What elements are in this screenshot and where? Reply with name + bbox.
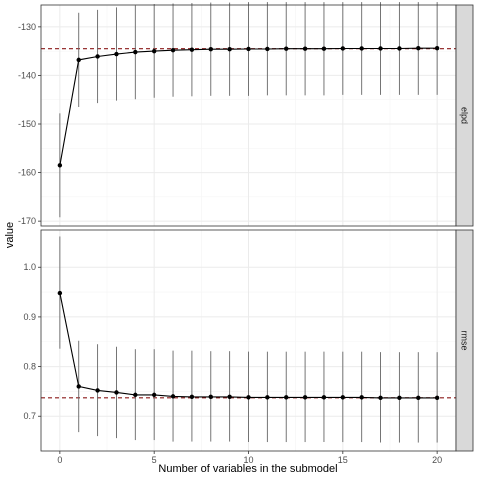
data-point xyxy=(284,395,289,400)
y-axis: -170 -160 -150 -140 -130 xyxy=(18,22,41,226)
data-point xyxy=(359,46,364,51)
x-axis: 0 5 10 15 20 xyxy=(57,451,442,465)
y-axis-title: value xyxy=(4,222,16,248)
data-point xyxy=(95,388,100,393)
y-tick-label: 1.0 xyxy=(23,262,36,272)
facet-strip-background xyxy=(455,229,474,452)
data-point xyxy=(416,46,421,51)
data-point xyxy=(189,394,195,400)
x-axis-title: Number of variables in the submodel xyxy=(158,463,337,475)
panels: elpd -170 -160 -150 -140 -130 rmse 0.7 0.8 0.9 1.0… xyxy=(18,2,474,465)
data-point xyxy=(170,47,176,53)
data-point xyxy=(265,395,270,400)
data-point xyxy=(378,46,383,51)
data-point xyxy=(76,57,81,63)
data-points xyxy=(57,46,440,168)
y-axis: 0.7 0.8 0.9 1.0 xyxy=(23,262,41,421)
data-point xyxy=(340,46,346,51)
data-point xyxy=(95,54,100,59)
y-tick-label: 0.7 xyxy=(23,411,36,421)
facet-strip-label: elpd xyxy=(460,107,470,124)
data-point xyxy=(359,395,364,400)
data-point xyxy=(378,395,383,401)
data-point xyxy=(133,392,138,398)
facet-strip: elpd xyxy=(455,4,474,227)
y-tick-label: -160 xyxy=(18,168,36,178)
data-point xyxy=(151,48,157,54)
x-tick-label: 15 xyxy=(338,455,348,465)
facet-strip-label: rmse xyxy=(460,331,470,351)
data-point xyxy=(208,394,213,400)
data-points xyxy=(57,290,440,401)
panel-rmse: rmse 0.7 0.8 0.9 1.0 0 5 10 15 20 xyxy=(23,229,474,465)
data-point xyxy=(76,384,81,389)
data-point xyxy=(208,47,213,52)
y-tick-label: -150 xyxy=(18,119,36,129)
data-point xyxy=(57,290,63,296)
data-point xyxy=(246,46,251,52)
data-point xyxy=(434,46,440,51)
data-point xyxy=(397,46,402,51)
data-point xyxy=(189,47,195,52)
y-tick-label: -170 xyxy=(18,216,36,226)
y-tick-label: -140 xyxy=(18,70,36,80)
panel-elpd: elpd -170 -160 -150 -140 -130 xyxy=(18,2,474,227)
x-tick-label: 10 xyxy=(243,455,253,465)
data-point xyxy=(227,47,232,52)
data-point xyxy=(340,395,346,400)
data-point xyxy=(57,163,63,168)
data-point xyxy=(416,395,421,401)
data-point xyxy=(284,46,289,51)
data-point xyxy=(246,395,251,400)
data-point xyxy=(302,395,308,400)
data-point xyxy=(265,46,270,52)
y-tick-label: 0.9 xyxy=(23,312,36,322)
data-point xyxy=(321,395,327,400)
data-point xyxy=(397,395,402,401)
data-point xyxy=(133,49,138,55)
data-point xyxy=(321,46,327,51)
data-point xyxy=(114,51,119,57)
y-tick-label: 0.8 xyxy=(23,362,36,372)
data-point xyxy=(227,394,232,400)
y-tick-label: -130 xyxy=(18,22,36,32)
x-tick-label: 0 xyxy=(57,455,62,465)
facet-strip: rmse xyxy=(455,229,474,452)
data-point xyxy=(302,46,308,51)
x-tick-label: 20 xyxy=(432,455,442,465)
x-tick-label: 5 xyxy=(152,455,157,465)
data-point xyxy=(151,392,157,398)
facet-strip-background xyxy=(455,4,474,227)
data-point xyxy=(114,390,119,395)
data-point xyxy=(170,394,176,399)
major-gridlines xyxy=(41,5,456,226)
data-point xyxy=(434,395,440,401)
